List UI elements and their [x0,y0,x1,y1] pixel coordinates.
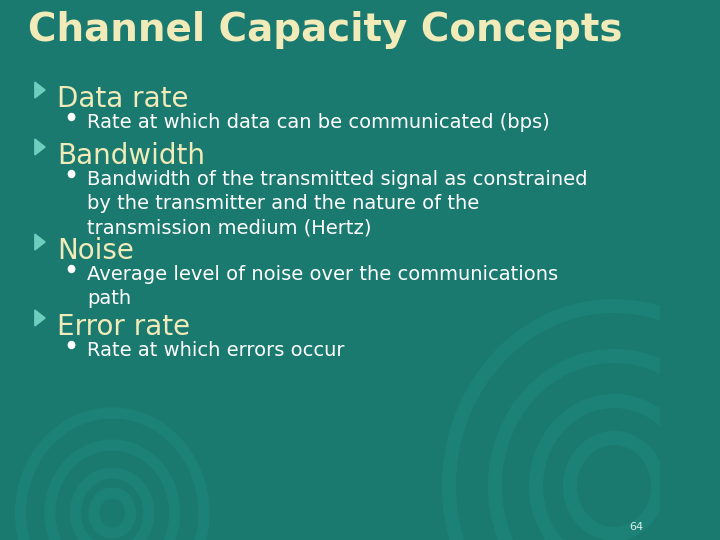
Polygon shape [35,82,45,98]
Circle shape [68,266,75,273]
Text: Bandwidth of the transmitted signal as constrained
by the transmitter and the na: Bandwidth of the transmitted signal as c… [87,170,588,238]
Text: Rate at which errors occur: Rate at which errors occur [87,341,345,360]
Text: Bandwidth: Bandwidth [57,142,205,170]
Circle shape [68,113,75,120]
Text: 64: 64 [629,522,644,532]
Text: Rate at which data can be communicated (bps): Rate at which data can be communicated (… [87,113,550,132]
Text: Data rate: Data rate [57,85,189,113]
Text: Error rate: Error rate [57,313,190,341]
Polygon shape [35,139,45,155]
Polygon shape [35,234,45,250]
Text: Average level of noise over the communications
path: Average level of noise over the communic… [87,265,558,308]
FancyBboxPatch shape [0,0,660,50]
Circle shape [68,171,75,178]
Circle shape [68,341,75,348]
Polygon shape [35,310,45,326]
Text: Channel Capacity Concepts: Channel Capacity Concepts [27,11,622,49]
Text: Noise: Noise [57,237,134,265]
